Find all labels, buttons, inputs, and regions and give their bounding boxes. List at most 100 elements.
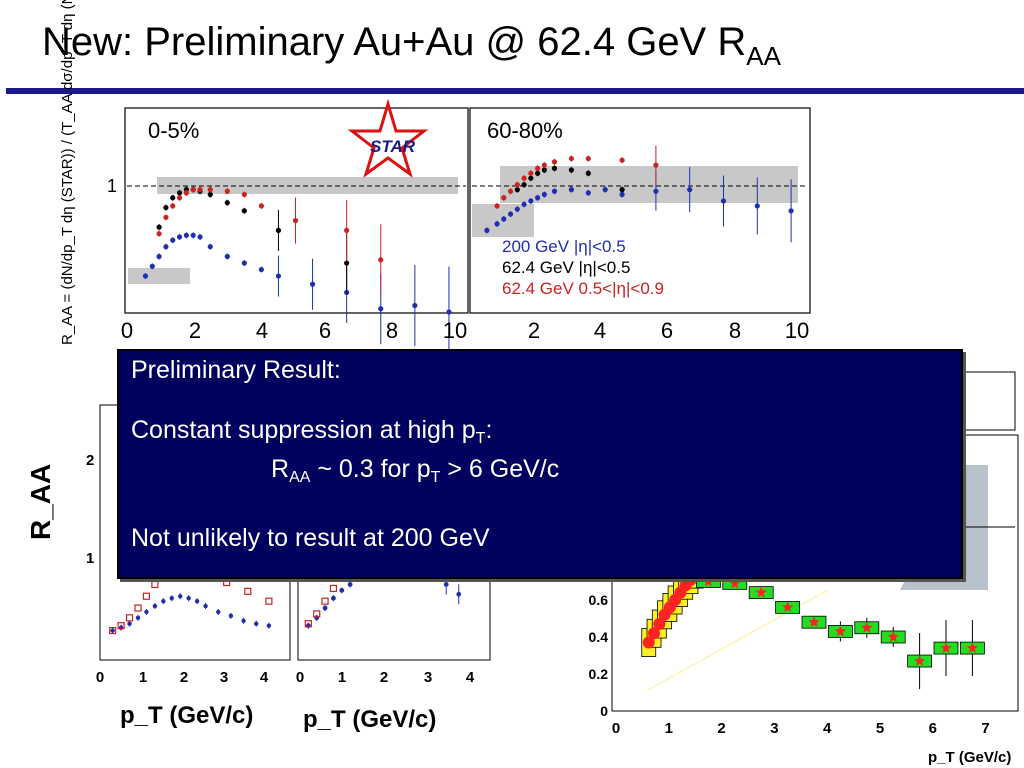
bm-xtick: 3 [424,669,432,686]
bm-xtick: 1 [338,669,346,686]
tl-blue-point [163,243,169,250]
tr-blue-point [514,206,520,213]
bl-xtick: 2 [180,669,188,686]
bl-blue-point [152,603,158,610]
bl-xtick: 0 [96,669,104,686]
bl-blue-point [254,620,259,627]
legend-entry: 62.4 GeV |η|<0.5 [502,258,630,277]
tr-blue-point [541,191,547,198]
tr-xtick: 10 [785,318,809,343]
legend-entry: 200 GeV |η|<0.5 [502,237,626,256]
star-logo-icon [347,98,429,178]
tr-xtick: 6 [661,318,673,343]
popup-line-4: Not unlikely to result at 200 GeV [131,524,490,552]
br-circle-marker [653,618,666,631]
br-xtick: 5 [876,720,884,737]
br-star-point [907,633,932,690]
bl-red-point [117,622,125,630]
br-circle-marker [648,627,661,640]
bl-blue-point [178,593,183,600]
tr-xtick: 8 [729,318,741,343]
star-logo: STAR [347,98,429,178]
tr-blue-point [788,179,794,243]
tl-red-point [190,186,196,193]
legend-entry: 62.4 GeV 0.5<|η|<0.9 [502,279,664,298]
bl-blue-point [216,608,221,615]
tl-xtick: 4 [256,318,268,343]
br-xtick: 4 [823,720,832,737]
bl-blue-point [194,598,200,605]
bm-xtick: 0 [296,669,304,686]
panel-top-left-band-small [128,268,190,284]
tl-red-point [163,214,169,221]
tl-black-point [275,209,282,251]
bl-xtick: 3 [220,669,228,686]
popup-line-3-a: R [271,455,290,483]
bl-red-point [244,587,252,595]
tr-red-point [568,155,575,162]
bl-red-point [265,597,273,605]
tr-black-point [551,165,558,172]
tl-blue-point [309,258,316,310]
bl-blue-point [127,620,132,627]
br-star-point [854,617,880,638]
tl-red-point [224,188,230,195]
bm-xtick: 2 [380,669,388,686]
bm-xtick: 4 [466,669,475,686]
bl-ytick: 1 [86,550,94,567]
tl-xtick: 10 [443,318,467,343]
tl-blue-point [241,260,247,267]
panel-top-left-ytick-1: 1 [107,176,117,196]
br-ytick: 0.6 [589,592,609,608]
tr-red-point [535,165,541,172]
tr-red-point [541,162,547,169]
tr-red-point [501,194,507,201]
panel-top-left-ylabel: R_AA = (dN/dp_T dη (STAR)) / (T_AA dσ/dp… [59,0,76,345]
slide-title-sub: AA [746,41,781,71]
bl-ytick: 2 [86,452,94,469]
tl-blue-point [258,266,264,273]
panel-bottom-middle-xlabel: p_T (GeV/c) [303,706,436,733]
tr-red-point [521,175,527,182]
br-star-point [722,576,748,590]
tl-blue-point [142,273,149,280]
tr-red-point [619,157,625,164]
tr-blue-point [585,189,591,196]
tl-black-point [241,207,247,214]
br-ytick: 0.4 [589,629,609,645]
title-rule [6,88,1024,94]
tl-blue-point [190,232,196,239]
bl-blue-point [135,614,141,621]
preliminary-result-box: Preliminary Result: Constant suppression… [117,349,963,579]
br-ytick: 0.2 [589,666,609,682]
bl-blue-point [186,595,191,602]
tl-red-point [156,230,162,237]
bm-red-point [321,597,329,605]
tr-blue-point [754,177,760,235]
tr-red-point [507,188,514,195]
bl-blue-point [203,603,208,610]
bl-xtick: 4 [260,669,269,686]
tr-blue-point [535,194,541,201]
tr-blue-point [551,188,558,195]
tr-blue-point [501,215,507,222]
tl-blue-point [275,255,282,297]
tl-black-point [224,199,230,206]
tr-black-point [521,181,527,188]
bm-blue-point [456,584,462,605]
bl-red-point [134,604,142,612]
br-circle-marker [642,636,655,649]
tr-blue-point [528,198,534,205]
tr-black-point [568,167,575,174]
tl-blue-point [156,253,162,260]
br-star-point [880,627,906,647]
tl-black-point [163,204,169,211]
br-star-point [960,620,985,677]
panel-top-right: 60-80% 2 4 6 8 10 200 GeV |η|<0.5 62.4 GeV |η… [469,107,811,343]
panel-top-left: 0-5% 1 R_AA = (dN/dp_T dη (STAR)) / (T_A… [59,0,469,358]
bm-blue-point [339,587,345,594]
panel-top-right-label: 60-80% [487,118,563,143]
tl-xtick: 0 [121,318,133,343]
tl-black-point [170,194,176,201]
br-star-point [748,586,774,599]
